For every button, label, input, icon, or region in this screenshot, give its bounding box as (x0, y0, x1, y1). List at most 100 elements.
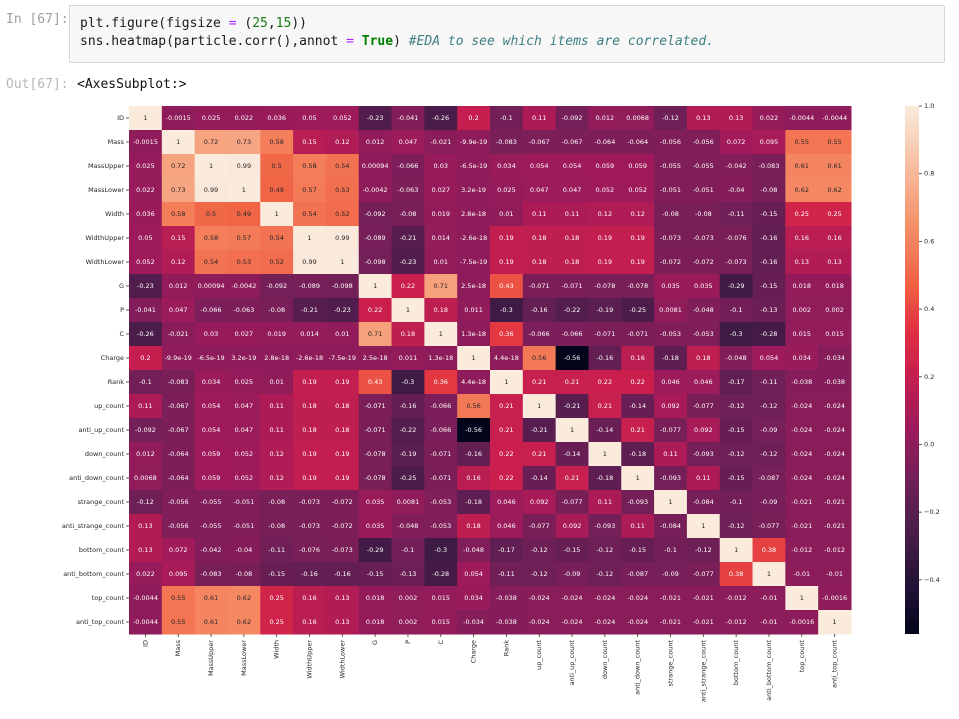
heatmap-cell (522, 202, 557, 227)
heatmap-cell (719, 130, 754, 155)
cell-annotation: -0.083 (496, 138, 517, 146)
colorbar (905, 106, 919, 634)
cell-annotation: -0.067 (168, 402, 189, 410)
heatmap-cell (129, 322, 163, 347)
cell-annotation: -0.09 (662, 570, 679, 578)
heatmap-cell (161, 202, 196, 227)
heatmap-cell (227, 250, 261, 275)
heatmap-cell (785, 322, 819, 347)
heatmap-cell (358, 370, 393, 395)
heatmap-cell (785, 418, 819, 443)
cell-annotation: 0.61 (204, 618, 218, 626)
heatmap-cell (752, 610, 786, 635)
heatmap-cell (818, 346, 852, 371)
heatmap-cell (654, 514, 688, 539)
colorbar-tick-label: 0.8 (924, 170, 934, 178)
heatmap-cell (358, 322, 393, 347)
cell-annotation: 0.047 (235, 402, 254, 410)
cell-annotation: -0.0016 (789, 618, 814, 626)
heatmap-cell (555, 250, 589, 275)
heatmap-cell (818, 514, 852, 539)
cell-annotation: -0.13 (761, 306, 778, 314)
cell-annotation: 0.58 (269, 138, 283, 146)
cell-annotation: 0.43 (368, 378, 382, 386)
cell-annotation: 0.059 (596, 162, 615, 170)
cell-annotation: 0.13 (827, 258, 841, 266)
cell-annotation: 0.046 (497, 522, 516, 530)
heatmap-cell (686, 514, 721, 539)
heatmap-cell (752, 418, 786, 443)
cell-annotation: 0.13 (138, 546, 152, 554)
heatmap-cell (129, 226, 163, 251)
cell-annotation: 0.092 (563, 522, 582, 530)
cell-annotation: -0.024 (594, 594, 615, 602)
heatmap-cell (555, 298, 589, 323)
heatmap-cell (391, 418, 425, 443)
cell-annotation: -7.5e-19 (460, 258, 487, 266)
cell-annotation: 0.19 (302, 450, 316, 458)
heatmap-cell (424, 322, 458, 347)
heatmap-cell (490, 418, 524, 443)
heatmap-cell (654, 298, 688, 323)
cell-annotation: -0.01 (761, 594, 778, 602)
heatmap-cell (621, 538, 655, 563)
cell-annotation: 0.19 (302, 474, 316, 482)
heatmap-cell (194, 466, 228, 491)
cell-annotation: -0.0044 (133, 618, 158, 626)
heatmap-cell (719, 178, 754, 203)
cell-annotation: -0.0044 (789, 114, 814, 122)
cell-annotation: 0.55 (171, 618, 185, 626)
heatmap-cell (785, 274, 819, 299)
heatmap-cell (686, 490, 721, 515)
heatmap-cell (129, 274, 163, 299)
heatmap-cell (227, 394, 261, 419)
heatmap-cell (588, 466, 622, 491)
heatmap-cell (522, 346, 557, 371)
cell-annotation: -0.024 (562, 618, 583, 626)
cell-annotation: 0.18 (302, 402, 316, 410)
cell-annotation: -0.012 (791, 546, 812, 554)
cell-annotation: -0.12 (728, 450, 745, 458)
heatmap-cell (621, 346, 655, 371)
heatmap-cell (785, 514, 819, 539)
cell-annotation: -0.092 (135, 426, 156, 434)
y-tick-label: Width (105, 210, 124, 218)
heatmap-cell (752, 586, 786, 611)
heatmap-cell (654, 226, 688, 251)
heatmap-cell (391, 298, 425, 323)
cell-annotation: 0.18 (532, 258, 546, 266)
cell-annotation: 1 (275, 210, 279, 218)
heatmap-cell (129, 538, 163, 563)
heatmap-cell (227, 226, 261, 251)
heatmap-cell (654, 490, 688, 515)
code-cell[interactable]: plt.figure(figsize = (25,15)) sns.heatma… (69, 5, 945, 63)
heatmap-cell (194, 394, 228, 419)
heatmap-cell (818, 490, 852, 515)
cell-annotation: -0.067 (562, 138, 583, 146)
x-tick-label: Rank (502, 640, 510, 656)
cell-annotation: -0.042 (201, 546, 222, 554)
heatmap-cell (293, 130, 327, 155)
x-tick-label: Width (273, 640, 281, 659)
heatmap-cell (522, 130, 557, 155)
cell-annotation: -0.089 (299, 282, 320, 290)
code-text: , (267, 16, 276, 31)
heatmap-cell (161, 394, 196, 419)
heatmap-cell (227, 370, 261, 395)
heatmap-cell (785, 610, 819, 635)
cell-annotation: -0.17 (728, 378, 745, 386)
code-line-1: plt.figure(figsize = (25,15)) (80, 16, 307, 31)
heatmap-cell (818, 610, 852, 635)
heatmap-cell (424, 130, 458, 155)
heatmap-cell (325, 106, 360, 131)
cell-annotation: 0.047 (563, 186, 582, 194)
cell-annotation: -0.08 (268, 498, 285, 506)
heatmap-cell (293, 178, 327, 203)
heatmap-cell (391, 586, 425, 611)
cell-annotation: -0.12 (596, 546, 613, 554)
cell-annotation: 0.21 (565, 378, 579, 386)
heatmap-cell (522, 322, 557, 347)
heatmap-cell (358, 538, 393, 563)
cell-annotation: 1 (800, 594, 804, 602)
cell-annotation: 0.035 (366, 498, 385, 506)
